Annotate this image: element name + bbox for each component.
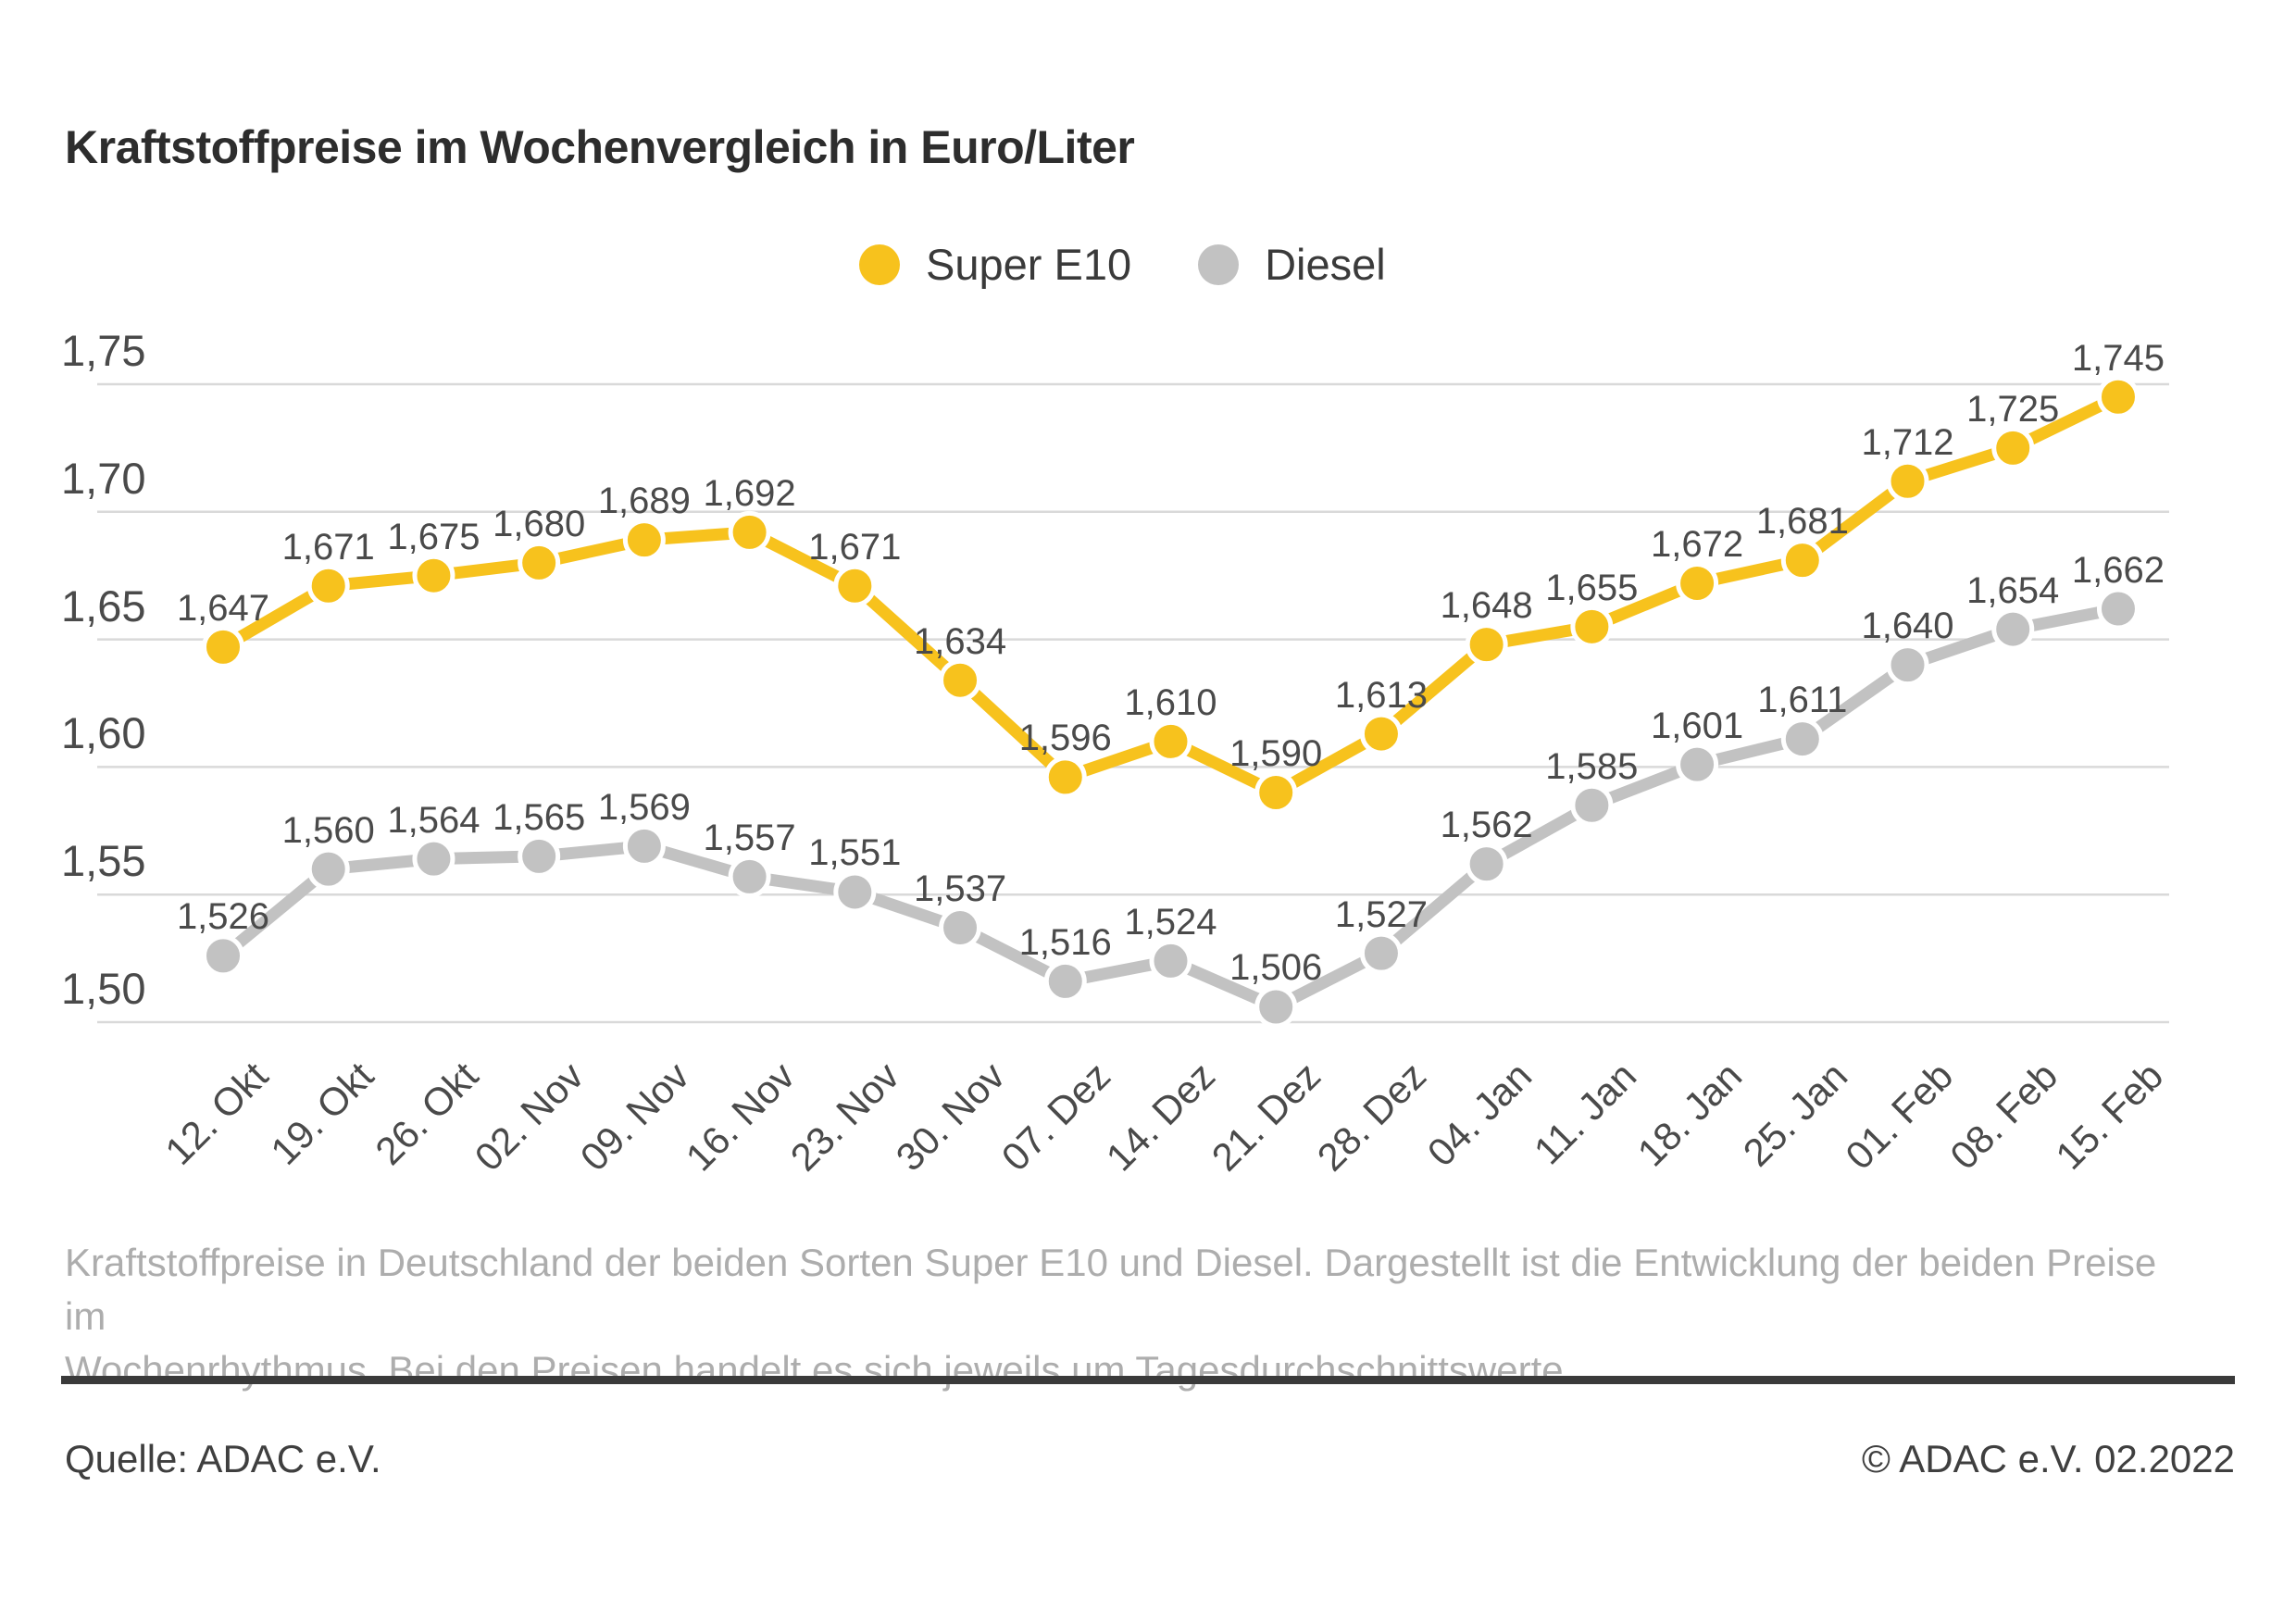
point-dot-super-e10 bbox=[622, 518, 666, 562]
point-dot-diesel bbox=[1886, 643, 1929, 687]
point-dot-diesel bbox=[306, 847, 350, 891]
point-dot-diesel bbox=[202, 934, 244, 978]
chart-description-line: Wochenrhythmus. Bei den Preisen handelt … bbox=[65, 1348, 1575, 1392]
point-dot-super-e10 bbox=[1570, 605, 1614, 648]
data-label-diesel: 1,537 bbox=[913, 868, 1007, 910]
data-label-diesel: 1,662 bbox=[2071, 549, 2165, 591]
legend: Super E10 Diesel bbox=[859, 239, 1386, 290]
data-label-super-e10: 1,634 bbox=[913, 620, 1007, 662]
data-label-super-e10: 1,648 bbox=[1440, 585, 1533, 627]
point-dot-diesel bbox=[1359, 931, 1403, 975]
point-dot-diesel bbox=[2096, 587, 2140, 631]
data-label-super-e10: 1,671 bbox=[808, 526, 902, 568]
data-label-super-e10: 1,680 bbox=[493, 503, 586, 544]
chart-description: Kraftstoffpreise in Deutschland der beid… bbox=[65, 1236, 2194, 1397]
y-axis-tick-label: 1,60 bbox=[61, 708, 146, 758]
point-dot-diesel bbox=[1991, 607, 2035, 651]
point-dot-diesel bbox=[1780, 718, 1824, 761]
point-dot-super-e10 bbox=[518, 541, 561, 584]
point-dot-diesel bbox=[1676, 743, 1719, 786]
point-dot-diesel bbox=[1465, 843, 1508, 886]
data-label-super-e10: 1,689 bbox=[597, 481, 691, 522]
point-dot-diesel bbox=[939, 906, 982, 950]
data-label-super-e10: 1,692 bbox=[703, 472, 796, 514]
data-label-super-e10: 1,712 bbox=[1861, 421, 1954, 463]
point-dot-super-e10 bbox=[306, 564, 350, 607]
data-label-super-e10: 1,590 bbox=[1229, 732, 1323, 774]
point-dot-super-e10 bbox=[2096, 375, 2140, 418]
point-dot-diesel bbox=[1149, 939, 1192, 982]
point-dot-super-e10 bbox=[1254, 770, 1298, 814]
data-label-diesel: 1,562 bbox=[1440, 805, 1533, 846]
data-label-diesel: 1,611 bbox=[1757, 680, 1848, 721]
point-dot-super-e10 bbox=[939, 658, 982, 702]
data-label-diesel: 1,654 bbox=[1966, 569, 2060, 611]
point-dot-super-e10 bbox=[1465, 623, 1508, 667]
data-label-super-e10: 1,610 bbox=[1124, 681, 1217, 723]
data-label-diesel: 1,516 bbox=[1018, 921, 1112, 963]
point-dot-diesel bbox=[833, 870, 877, 914]
legend-item-super-e10: Super E10 bbox=[859, 239, 1131, 290]
data-label-diesel: 1,526 bbox=[176, 896, 270, 938]
data-label-super-e10: 1,671 bbox=[281, 526, 375, 568]
data-label-super-e10: 1,725 bbox=[1966, 388, 2060, 430]
data-label-diesel: 1,640 bbox=[1861, 606, 1954, 647]
point-dot-super-e10 bbox=[202, 625, 244, 668]
data-label-super-e10: 1,672 bbox=[1651, 523, 1744, 565]
point-dot-super-e10 bbox=[1359, 712, 1403, 756]
legend-label-super-e10: Super E10 bbox=[926, 240, 1132, 289]
point-dot-super-e10 bbox=[833, 564, 877, 607]
point-dot-diesel bbox=[412, 837, 455, 880]
y-axis-tick-label: 1,65 bbox=[61, 581, 146, 631]
point-dot-super-e10 bbox=[1780, 539, 1824, 582]
data-label-super-e10: 1,675 bbox=[387, 516, 480, 557]
data-label-super-e10: 1,596 bbox=[1018, 718, 1112, 759]
data-label-super-e10: 1,647 bbox=[176, 587, 270, 629]
data-label-diesel: 1,506 bbox=[1229, 947, 1323, 989]
point-dot-diesel bbox=[518, 834, 561, 878]
point-dot-super-e10 bbox=[728, 510, 771, 554]
point-dot-super-e10 bbox=[1149, 719, 1192, 763]
point-dot-diesel bbox=[728, 855, 771, 898]
point-dot-diesel bbox=[1043, 959, 1087, 1003]
point-dot-super-e10 bbox=[1043, 756, 1087, 799]
legend-dot-super-e10-icon bbox=[859, 244, 900, 285]
point-dot-super-e10 bbox=[1676, 561, 1719, 605]
footer-divider bbox=[61, 1376, 2235, 1384]
legend-item-diesel: Diesel bbox=[1198, 239, 1386, 290]
data-label-diesel: 1,560 bbox=[281, 809, 375, 851]
y-axis-tick-label: 1,55 bbox=[61, 836, 146, 886]
data-label-diesel: 1,569 bbox=[597, 786, 691, 828]
chart-title: Kraftstoffpreise im Wochenvergleich in E… bbox=[65, 121, 1135, 173]
data-label-diesel: 1,524 bbox=[1124, 901, 1217, 943]
data-label-super-e10: 1,681 bbox=[1755, 501, 1849, 543]
data-label-diesel: 1,564 bbox=[387, 799, 480, 841]
copyright-note: © ADAC e.V. 02.2022 bbox=[1862, 1437, 2235, 1480]
data-label-diesel: 1,557 bbox=[703, 817, 796, 858]
y-axis-tick-label: 1,70 bbox=[61, 453, 146, 503]
point-dot-diesel bbox=[1254, 985, 1298, 1029]
data-label-diesel: 1,527 bbox=[1334, 893, 1428, 935]
data-label-diesel: 1,551 bbox=[808, 832, 902, 874]
point-dot-diesel bbox=[1570, 783, 1614, 827]
point-dot-super-e10 bbox=[1886, 459, 1929, 503]
point-dot-super-e10 bbox=[412, 554, 455, 597]
source-note: Quelle: ADAC e.V. bbox=[65, 1437, 381, 1480]
data-label-super-e10: 1,745 bbox=[2071, 337, 2165, 379]
data-label-super-e10: 1,655 bbox=[1545, 567, 1639, 608]
legend-label-diesel: Diesel bbox=[1265, 240, 1386, 289]
data-label-diesel: 1,565 bbox=[493, 796, 586, 838]
data-label-diesel: 1,585 bbox=[1545, 745, 1639, 787]
point-dot-diesel bbox=[622, 824, 666, 868]
chart-description-line: Kraftstoffpreise in Deutschland der beid… bbox=[65, 1241, 2157, 1338]
data-label-super-e10: 1,613 bbox=[1334, 674, 1428, 716]
y-axis-tick-label: 1,75 bbox=[61, 326, 146, 375]
data-label-diesel: 1,601 bbox=[1651, 705, 1744, 746]
point-dot-super-e10 bbox=[1991, 426, 2035, 469]
legend-dot-diesel-icon bbox=[1198, 244, 1240, 285]
y-axis-tick-label: 1,50 bbox=[61, 964, 146, 1013]
